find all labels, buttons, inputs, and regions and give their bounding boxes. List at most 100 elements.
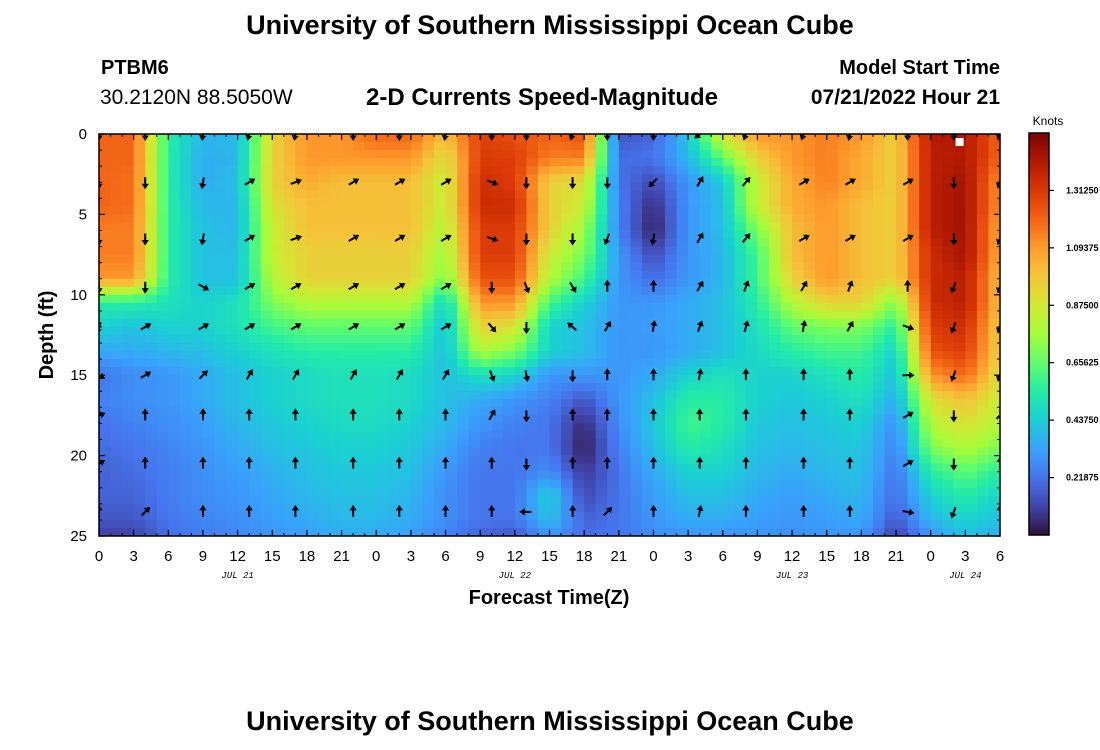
heatmap-cell <box>514 343 527 352</box>
heatmap-cell <box>561 495 574 505</box>
heatmap-cell <box>260 318 273 328</box>
heatmap-cell <box>110 294 123 304</box>
heatmap-cell <box>792 463 805 473</box>
heatmap-cell <box>849 511 862 521</box>
heatmap-cell <box>641 278 655 288</box>
heatmap-cell <box>584 246 597 256</box>
heatmap-cell <box>976 222 990 232</box>
arrow-head <box>441 408 450 414</box>
heatmap-cell <box>815 463 828 473</box>
heatmap-cell <box>641 150 655 159</box>
heatmap-cell <box>191 495 204 505</box>
heatmap-cell <box>537 375 551 384</box>
x-tick-label: 9 <box>476 548 484 565</box>
heatmap-cell <box>919 198 932 207</box>
heatmap-cell <box>433 431 447 441</box>
heatmap-cell <box>480 527 493 536</box>
heatmap-cell <box>353 383 366 392</box>
heatmap-cell <box>745 310 759 320</box>
heatmap-cell <box>491 359 504 368</box>
heatmap-cell <box>653 302 666 312</box>
heatmap-cell <box>260 479 273 489</box>
heatmap-cell <box>330 407 343 416</box>
heatmap-cell <box>202 302 216 312</box>
heatmap-cell <box>306 351 320 360</box>
heatmap-cell <box>595 343 608 352</box>
heatmap-cell <box>561 511 574 521</box>
heatmap-cell <box>907 415 920 425</box>
heatmap-cell <box>376 158 389 167</box>
station-id: PTBM6 <box>101 57 169 79</box>
heatmap-cell <box>526 367 539 376</box>
heatmap-cell <box>480 158 493 167</box>
heatmap-cell <box>561 447 574 457</box>
heatmap-cell <box>665 246 678 256</box>
heatmap-cell <box>133 246 146 256</box>
heatmap-cell <box>757 447 770 457</box>
current-arrow <box>199 504 207 517</box>
heatmap-cell <box>168 174 181 183</box>
arrow-head <box>291 134 299 141</box>
heatmap-cell <box>884 238 897 248</box>
heatmap-cell <box>110 182 123 191</box>
heatmap-cell <box>214 447 227 457</box>
heatmap-cell <box>618 302 631 312</box>
heatmap-cell <box>353 487 366 497</box>
heatmap-cell <box>849 158 862 167</box>
heatmap-cell <box>780 150 793 159</box>
heatmap-cell <box>780 246 793 256</box>
heatmap-cell <box>318 471 331 481</box>
heatmap-cell <box>745 479 759 489</box>
heatmap-cell <box>711 527 724 536</box>
heatmap-cell <box>549 447 562 457</box>
heatmap-cell <box>584 278 597 288</box>
heatmap-cell <box>607 407 620 416</box>
heatmap-cell <box>503 142 516 151</box>
current-arrow <box>800 368 808 381</box>
heatmap-cell <box>965 150 978 159</box>
heatmap-cell <box>665 487 678 497</box>
heatmap-cell <box>896 206 909 215</box>
heatmap-cell <box>491 142 504 151</box>
heatmap-cell <box>422 174 435 183</box>
heatmap-cell <box>734 238 747 248</box>
heatmap-cell <box>306 246 320 256</box>
heatmap-cell <box>537 158 551 167</box>
heatmap-cell <box>549 166 562 175</box>
heatmap-cell <box>491 343 504 352</box>
heatmap-cell <box>584 182 597 191</box>
heatmap-cell <box>191 302 204 312</box>
heatmap-cell <box>433 222 447 232</box>
heatmap-cell <box>110 495 123 505</box>
heatmap-cell <box>503 375 516 384</box>
heatmap-cell <box>653 519 666 529</box>
heatmap-cell <box>156 455 169 465</box>
heatmap-cell <box>399 455 412 465</box>
arrow-head <box>444 282 452 290</box>
heatmap-cell <box>168 495 181 505</box>
heatmap-cell <box>688 503 701 513</box>
heatmap-cell <box>745 262 759 272</box>
arrow-head <box>488 288 496 294</box>
arrow-head <box>245 504 253 511</box>
heatmap-cell <box>849 495 862 505</box>
heatmap-cell <box>364 166 377 175</box>
heatmap-cell <box>433 519 447 529</box>
heatmap-cell <box>110 150 123 159</box>
arrow-head <box>846 504 854 511</box>
heatmap-cell <box>815 318 828 328</box>
heatmap-cell <box>780 166 793 175</box>
heatmap-cell <box>826 415 839 425</box>
heatmap-cell <box>757 150 770 159</box>
heatmap-cell <box>815 391 828 400</box>
heatmap-cell <box>99 511 112 521</box>
heatmap-cell <box>433 190 447 199</box>
heatmap-cell <box>988 455 1000 465</box>
heatmap-cell <box>491 423 504 433</box>
heatmap-cell <box>884 527 897 536</box>
heatmap-cell <box>260 455 273 465</box>
heatmap-cell <box>872 254 886 264</box>
heatmap-cell <box>179 487 193 497</box>
heatmap-cell <box>630 190 643 199</box>
heatmap-cell <box>757 302 770 312</box>
